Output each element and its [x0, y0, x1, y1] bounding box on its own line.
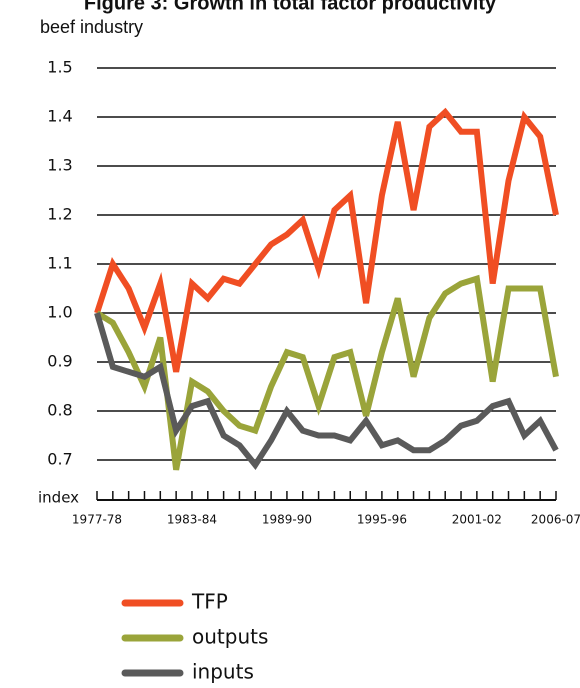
y-tick-label: 1.3 — [47, 156, 72, 175]
x-tick-label: 1977-78 — [72, 513, 122, 527]
y-tick-label: 0.8 — [47, 401, 72, 420]
x-tick-label: 2006-07 — [531, 513, 580, 527]
legend-label: inputs — [192, 660, 254, 684]
x-tick-label: 1989-90 — [262, 513, 312, 527]
x-tick-label: 2001-02 — [452, 513, 502, 527]
y-tick-label: 1.4 — [47, 107, 72, 126]
x-tick-label: 1995-96 — [357, 513, 407, 527]
y-tick-label: 0.7 — [47, 450, 72, 469]
legend-label: TFP — [191, 590, 228, 614]
y-tick-label: 0.9 — [47, 352, 72, 371]
y-tick-label: 1.5 — [47, 58, 72, 77]
series-line — [95, 274, 559, 471]
legend-label: outputs — [192, 625, 268, 649]
y-tick-label: 1.1 — [47, 254, 72, 273]
chart-subtitle: beef industry — [40, 17, 143, 37]
y-tick-label: 1.2 — [47, 205, 72, 224]
series-line — [94, 312, 559, 471]
chart-title: Figure 3: Growth in total factor product… — [84, 0, 497, 14]
y-axis-label: index — [38, 489, 79, 507]
series-line — [94, 107, 559, 373]
x-tick-label: 1983-84 — [167, 513, 217, 527]
y-tick-label: 1.0 — [47, 303, 72, 322]
